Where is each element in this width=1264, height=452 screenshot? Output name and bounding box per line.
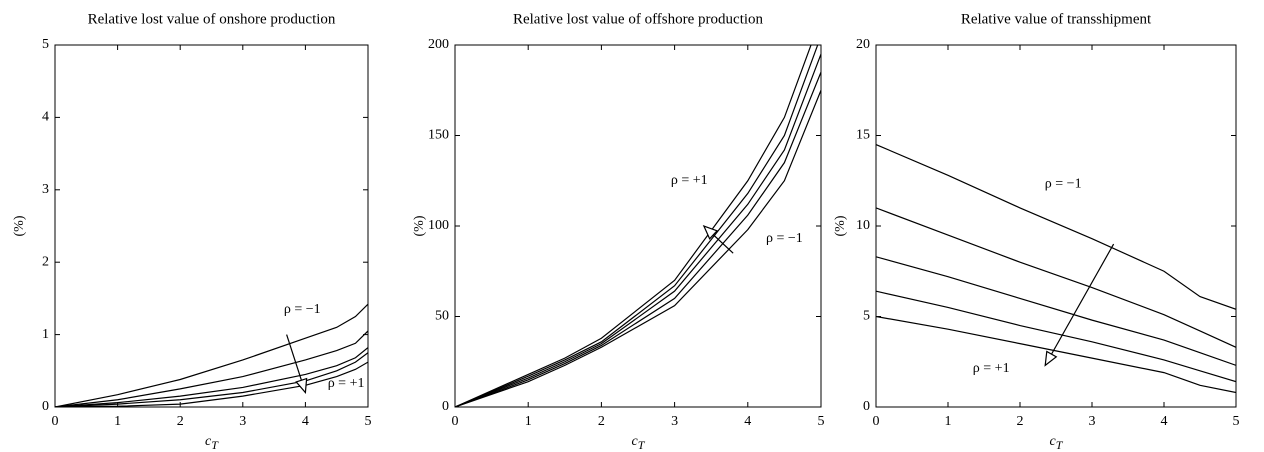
arrow-shaft bbox=[1044, 243, 1115, 366]
x-label-base: c bbox=[205, 434, 212, 449]
y-tick-label: 15 bbox=[856, 128, 870, 143]
line bbox=[455, 71, 821, 407]
y-tick-label: 2 bbox=[42, 254, 49, 269]
y-axis-label: (%) bbox=[12, 215, 27, 236]
panel-title: Relative lost value of offshore producti… bbox=[513, 11, 764, 27]
y-axis-label: (%) bbox=[833, 215, 848, 236]
x-axis-label: cT bbox=[205, 434, 219, 452]
y-tick-label: 150 bbox=[428, 128, 449, 143]
annotation: ρ = +1 bbox=[328, 376, 365, 391]
x-tick-label: 2 bbox=[1017, 414, 1024, 429]
x-tick-label: 3 bbox=[239, 414, 246, 429]
y-tick-label: 100 bbox=[428, 218, 449, 233]
x-tick-label: 1 bbox=[525, 414, 532, 429]
arrow-head bbox=[1044, 350, 1058, 367]
panel: Relative lost value of offshore producti… bbox=[412, 11, 824, 451]
x-tick-label: 4 bbox=[1161, 414, 1168, 429]
annotation: ρ = −1 bbox=[284, 302, 321, 317]
x-label-sub: T bbox=[211, 438, 219, 452]
panel: Relative lost value of onshore productio… bbox=[12, 11, 371, 451]
arrow-head bbox=[702, 224, 719, 240]
y-tick-label: 4 bbox=[42, 110, 49, 125]
x-axis-label: cT bbox=[1050, 434, 1064, 452]
x-tick-label: 3 bbox=[671, 414, 678, 429]
axes-frame bbox=[454, 44, 822, 408]
x-axis-label: cT bbox=[632, 434, 646, 452]
x-tick-label: 2 bbox=[598, 414, 605, 429]
y-tick-label: 0 bbox=[863, 399, 870, 414]
x-label-sub: T bbox=[1056, 438, 1064, 452]
x-tick-label: 1 bbox=[945, 414, 952, 429]
y-axis-label: (%) bbox=[412, 215, 427, 236]
panel-title: Relative value of transshipment bbox=[961, 11, 1152, 27]
line bbox=[876, 290, 1236, 383]
line bbox=[876, 143, 1236, 310]
line bbox=[455, 53, 821, 407]
x-tick-label: 5 bbox=[365, 414, 372, 429]
line bbox=[55, 330, 368, 407]
y-tick-label: 0 bbox=[42, 399, 49, 414]
x-tick-label: 3 bbox=[1089, 414, 1096, 429]
line bbox=[455, 45, 812, 407]
annotation: ρ = +1 bbox=[973, 361, 1010, 376]
panel-title: Relative lost value of onshore productio… bbox=[88, 11, 336, 27]
line bbox=[876, 315, 1236, 394]
line bbox=[55, 347, 368, 407]
line bbox=[455, 90, 821, 407]
y-tick-label: 0 bbox=[442, 399, 449, 414]
y-tick-label: 5 bbox=[863, 309, 870, 324]
x-tick-label: 1 bbox=[114, 414, 121, 429]
y-tick-label: 1 bbox=[42, 327, 49, 342]
y-tick-label: 3 bbox=[42, 182, 49, 197]
x-tick-label: 5 bbox=[818, 414, 825, 429]
line bbox=[876, 207, 1236, 348]
axes-frame bbox=[875, 44, 1237, 408]
x-label-base: c bbox=[1050, 434, 1057, 449]
y-tick-label: 10 bbox=[856, 218, 870, 233]
x-label-base: c bbox=[632, 434, 639, 449]
y-tick-label: 50 bbox=[435, 309, 449, 324]
line bbox=[455, 45, 819, 407]
y-tick-label: 5 bbox=[42, 37, 49, 52]
y-tick-label: 20 bbox=[856, 37, 870, 52]
x-tick-label: 0 bbox=[52, 414, 59, 429]
line bbox=[55, 361, 368, 407]
x-label-sub: T bbox=[638, 438, 646, 452]
line bbox=[55, 352, 368, 407]
x-tick-label: 0 bbox=[873, 414, 880, 429]
x-tick-label: 4 bbox=[302, 414, 309, 429]
line bbox=[876, 256, 1236, 366]
axes-frame bbox=[54, 44, 369, 408]
x-tick-label: 0 bbox=[452, 414, 459, 429]
annotation: ρ = −1 bbox=[766, 231, 803, 246]
line bbox=[55, 303, 368, 407]
x-tick-label: 5 bbox=[1233, 414, 1240, 429]
x-tick-label: 4 bbox=[744, 414, 751, 429]
panel: Relative value of transshipment 0 1 2 3 4 5 0 5 1… bbox=[833, 11, 1239, 451]
x-tick-label: 2 bbox=[177, 414, 184, 429]
annotation: ρ = −1 bbox=[1045, 177, 1082, 192]
y-tick-label: 200 bbox=[428, 37, 449, 52]
annotation: ρ = +1 bbox=[671, 173, 708, 188]
arrow-head bbox=[295, 377, 308, 394]
